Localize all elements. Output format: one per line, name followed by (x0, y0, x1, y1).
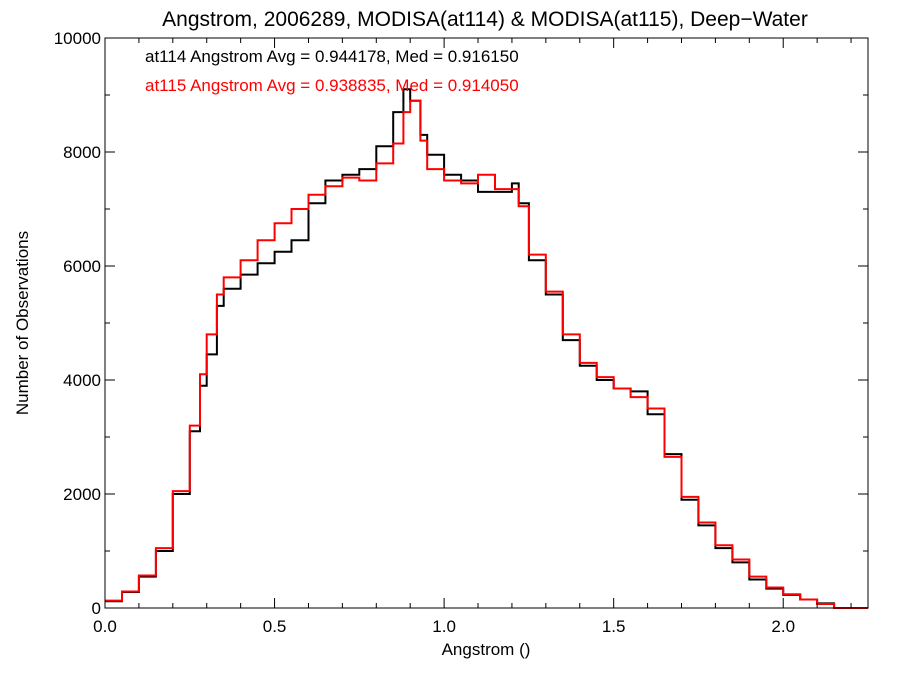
legend-entry-at114: at114 Angstrom Avg = 0.944178, Med = 0.9… (145, 47, 519, 66)
x-tick-label: 2.0 (771, 617, 795, 636)
x-axis: 0.0 0.5 1.0 1.5 2.0 (93, 38, 852, 636)
x-tick-label: 1.0 (432, 617, 456, 636)
x-axis-label: Angstrom () (442, 640, 531, 659)
y-tick-label: 2000 (63, 485, 101, 504)
y-tick-label: 0 (92, 599, 101, 618)
plot-lines (105, 88, 868, 609)
y-axis: 0 2000 4000 6000 8000 10000 (54, 29, 868, 618)
x-tick-label: 0.5 (263, 617, 287, 636)
y-tick-label: 10000 (54, 29, 101, 48)
plot-frame (104, 37, 869, 609)
x-tick-label: 1.5 (602, 617, 626, 636)
chart-title: Angstrom, 2006289, MODISA(at114) & MODIS… (162, 8, 808, 31)
y-tick-label: 6000 (63, 257, 101, 276)
y-tick-label: 4000 (63, 371, 101, 390)
series-line-at115 (105, 99, 868, 609)
series-line-at114 (105, 88, 868, 609)
y-axis-label: Number of Observations (13, 231, 32, 415)
x-tick-label: 0.0 (93, 617, 117, 636)
y-tick-label: 8000 (63, 143, 101, 162)
legend-entry-at115: at115 Angstrom Avg = 0.938835, Med = 0.9… (145, 76, 519, 95)
